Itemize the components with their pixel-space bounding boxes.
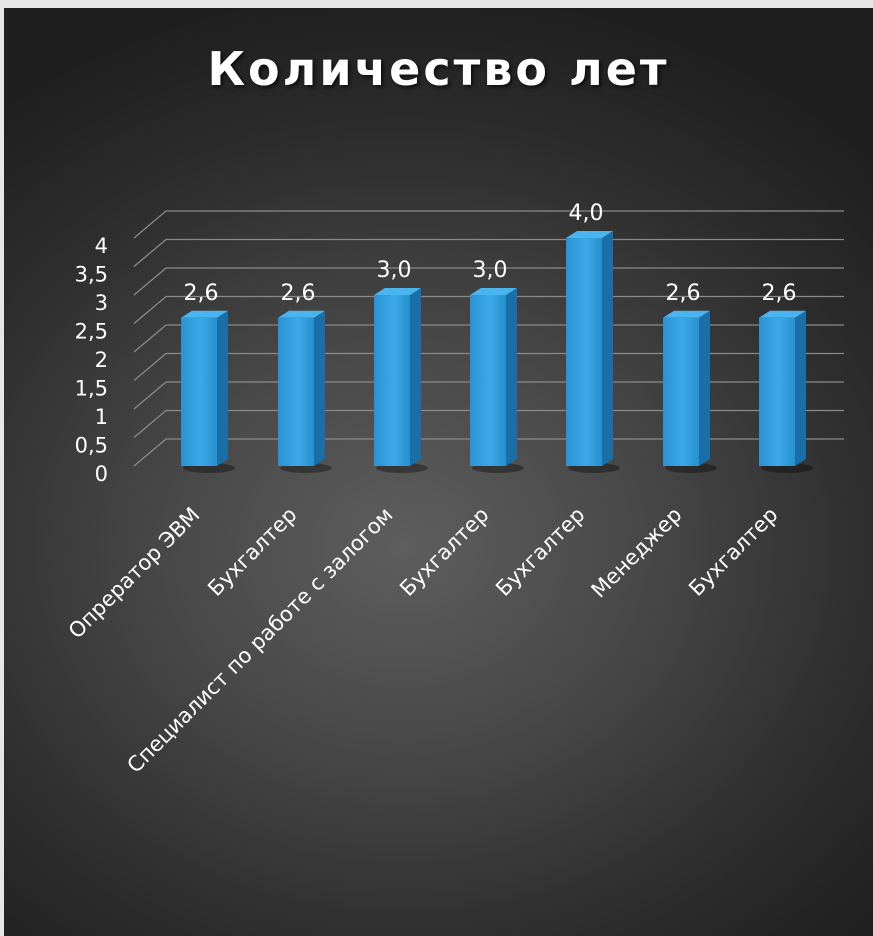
x-tick-label: Опрератор ЭВМ [64,503,205,644]
data-label: 2,6 [184,281,219,306]
x-tick-label: Бухгалтер [395,503,493,601]
gridline [133,409,844,438]
y-tick-label: 1,5 [75,377,108,401]
chart-area: Количество лет 0 0,5 1 1,5 2 2,5 3 3,5 4 2,6 2,6 3… [4,8,873,936]
bar [759,310,813,473]
x-tick-label: Бухгалтер [684,503,782,601]
data-label: 2,6 [281,281,316,306]
bar [566,231,620,473]
bar [181,310,235,473]
gridline [133,267,844,296]
data-label: 3,0 [377,258,412,283]
gridline [133,295,844,324]
gridline [133,438,844,467]
x-tick-label: Бухгалтер [491,503,589,601]
gridline [133,352,844,381]
chart-plot: 00,511,522,533,54 2,6 2,63,0 3,04,02,6 2,6 … [64,201,844,778]
y-tick-label: 2,5 [75,320,108,344]
y-tick-label: 4 [95,234,108,258]
x-tick-label: Бухгалтер [203,503,301,601]
y-tick-label: 0 [95,462,108,486]
gridline [133,210,844,239]
x-tick-label: Менеджер [587,503,687,603]
data-label: 4,0 [569,201,604,226]
gridline [133,238,844,267]
y-tick-label: 3,5 [75,263,108,287]
y-tick-label: 3 [95,291,108,315]
bar [278,310,332,473]
data-label: 3,0 [473,258,508,283]
chart-title: Количество лет [207,42,670,96]
bar [470,288,524,473]
y-tick-label: 2 [95,348,108,372]
y-tick-label: 1 [95,405,108,429]
data-label: 2,6 [762,281,797,306]
y-tick-label: 0,5 [75,434,108,458]
gridline [133,324,844,353]
bar [663,310,717,473]
gridline [133,381,844,410]
data-label: 2,6 [666,281,701,306]
bar [374,288,428,473]
